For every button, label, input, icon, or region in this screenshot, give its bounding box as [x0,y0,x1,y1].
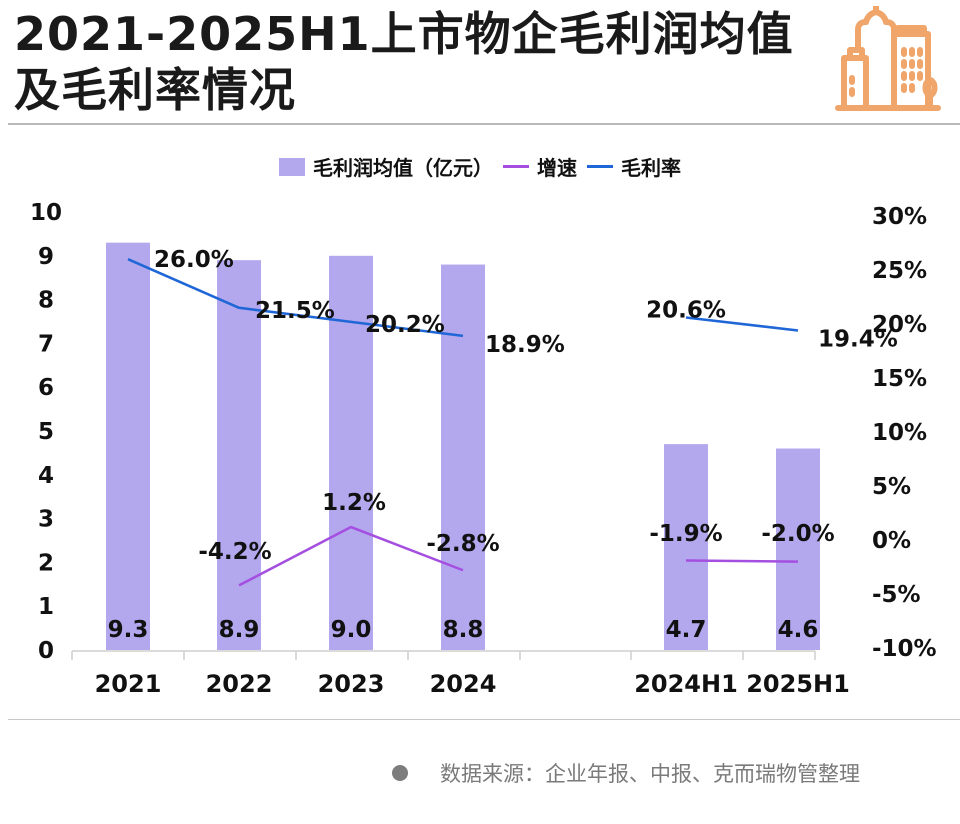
gross-margin-label: 26.0% [154,247,234,273]
data-source: 数据来源：企业年报、中报、克而瑞物管整理 [392,758,860,788]
legend-label-growth: 增速 [537,156,577,180]
x-axis-category-label: 2023 [318,670,385,698]
gross-margin-line [127,258,464,338]
left-axis-tick-label: 8 [38,288,54,314]
left-axis-tick-label: 1 [38,594,54,620]
legend-item-margin: 毛利率 [587,152,681,181]
right-axis-tick-label: -5% [872,582,921,608]
gross-margin-label: 19.4% [818,326,898,352]
right-axis-tick-label: 25% [872,258,927,284]
gross-margin-label: 20.6% [646,298,726,324]
gross-margin-label: 20.2% [365,312,445,338]
left-axis-tick-label: 2 [38,550,54,576]
left-axis-tick-label: 4 [38,463,54,489]
dot-icon [392,765,408,781]
right-axis-tick-label: -10% [872,636,937,662]
left-axis-tick-label: 0 [38,638,54,664]
bar-2025H1 [776,448,820,650]
x-axis-category-label: 2021 [95,670,162,698]
growth-rate-label: -1.9% [649,521,722,547]
bar-value-label: 4.7 [666,617,707,643]
bar-value-label: 8.8 [443,617,484,643]
growth-rate-label: 1.2% [322,490,386,516]
x-axis-category-label: 2024H1 [634,670,738,698]
bar-value-label: 4.6 [778,617,819,643]
growth-rate-label: -4.2% [198,539,271,565]
bar-2024 [441,264,485,650]
page-title: 2021-2025H1上市物企毛利润均值及毛利率情况 [14,7,794,117]
x-axis-category-label: 2022 [206,670,273,698]
legend-item-growth: 增速 [503,152,577,181]
right-axis-tick-label: 5% [872,474,911,500]
right-axis-tick-label: 20% [872,312,927,338]
city-buildings-icon [835,6,941,111]
left-axis-tick-label: 5 [38,419,54,445]
x-axis-category-label: 2024 [430,670,497,698]
growth-rate-line [685,559,799,563]
growth-rate-label: -2.0% [761,521,834,547]
gross-margin-line [685,316,799,332]
gross-margin-label: 18.9% [485,332,565,358]
right-axis-tick-label: 30% [872,204,927,230]
bar-2024H1 [664,444,708,650]
x-axis-category-label: 2025H1 [746,670,850,698]
chart-plot: 0 1 2 3 4 5 6 7 8 9 10 -10% -5% 0% 5% 10% 15% 20% 25% 30% 9.… [30,200,937,698]
left-axis-tick-label: 9 [38,244,54,270]
left-axis-tick-label: 7 [38,331,54,357]
legend-swatch-growth [503,165,529,168]
growth-rate-label: -2.8% [426,531,499,557]
legend-swatch-margin [587,165,613,168]
footer-divider [8,719,960,720]
left-axis-tick-label: 10 [30,200,62,226]
right-axis-tick-label: 0% [872,528,911,554]
legend-label-bar: 毛利润均值（亿元） [313,156,493,180]
legend-swatch-bar [279,157,305,176]
bar-value-label: 9.0 [331,617,372,643]
gross-margin-label: 21.5% [255,298,335,324]
left-axis-tick-label: 6 [38,375,54,401]
title-divider [8,123,960,125]
chart-legend: 毛利润均值（亿元） 增速 毛利率 [0,152,960,181]
bar-2021 [106,242,150,650]
legend-label-margin: 毛利率 [621,156,681,180]
bar-value-label: 9.3 [108,617,149,643]
growth-rate-line [238,525,464,587]
data-source-text: 数据来源：企业年报、中报、克而瑞物管整理 [440,762,860,786]
right-axis-tick-label: 10% [872,420,927,446]
legend-item-bar: 毛利润均值（亿元） [279,152,493,181]
left-axis-tick-label: 3 [38,507,54,533]
right-axis-tick-label: 15% [872,366,927,392]
bar-value-label: 8.9 [219,617,260,643]
